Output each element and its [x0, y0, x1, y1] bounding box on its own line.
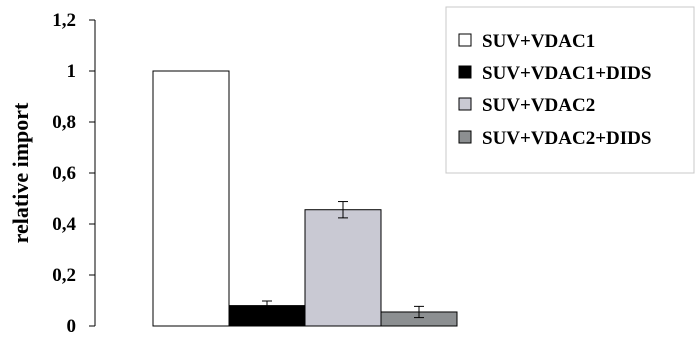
y-tick-label: 0,2 [52, 265, 76, 286]
legend-swatch-2 [458, 65, 472, 79]
bar-1 [152, 70, 230, 327]
legend-label-4: SUV+VDAC2+DIDS [482, 128, 651, 149]
y-tick-label: 0,4 [52, 214, 76, 235]
bar-3 [304, 209, 382, 327]
y-axis-label: relative import [8, 102, 33, 243]
legend: SUV+VDAC1 SUV+VDAC1+DIDS SUV+VDAC2 SUV+VDAC… [445, 6, 695, 174]
legend-swatch-3 [458, 97, 472, 111]
y-tick-label: 0 [67, 316, 77, 337]
legend-label-2: SUV+VDAC1+DIDS [482, 63, 651, 84]
legend-label-3: SUV+VDAC2 [482, 95, 595, 116]
error-bar-3 [338, 201, 348, 219]
legend-swatch-4 [458, 130, 472, 144]
legend-swatch-1 [458, 33, 472, 47]
error-bar-2 [262, 300, 272, 311]
y-tick-label: 0,6 [52, 163, 76, 184]
y-axis: 0 0,2 0,4 0,6 0,8 1 1,2 [52, 10, 96, 337]
legend-box [445, 6, 695, 174]
y-tick-label: 0,8 [52, 112, 76, 133]
legend-label-1: SUV+VDAC1 [482, 31, 595, 52]
y-tick-label: 1,2 [52, 10, 76, 31]
bars [152, 70, 458, 327]
error-bars [262, 201, 424, 319]
error-bar-4 [414, 305, 424, 319]
y-tick-label: 1 [67, 61, 77, 82]
